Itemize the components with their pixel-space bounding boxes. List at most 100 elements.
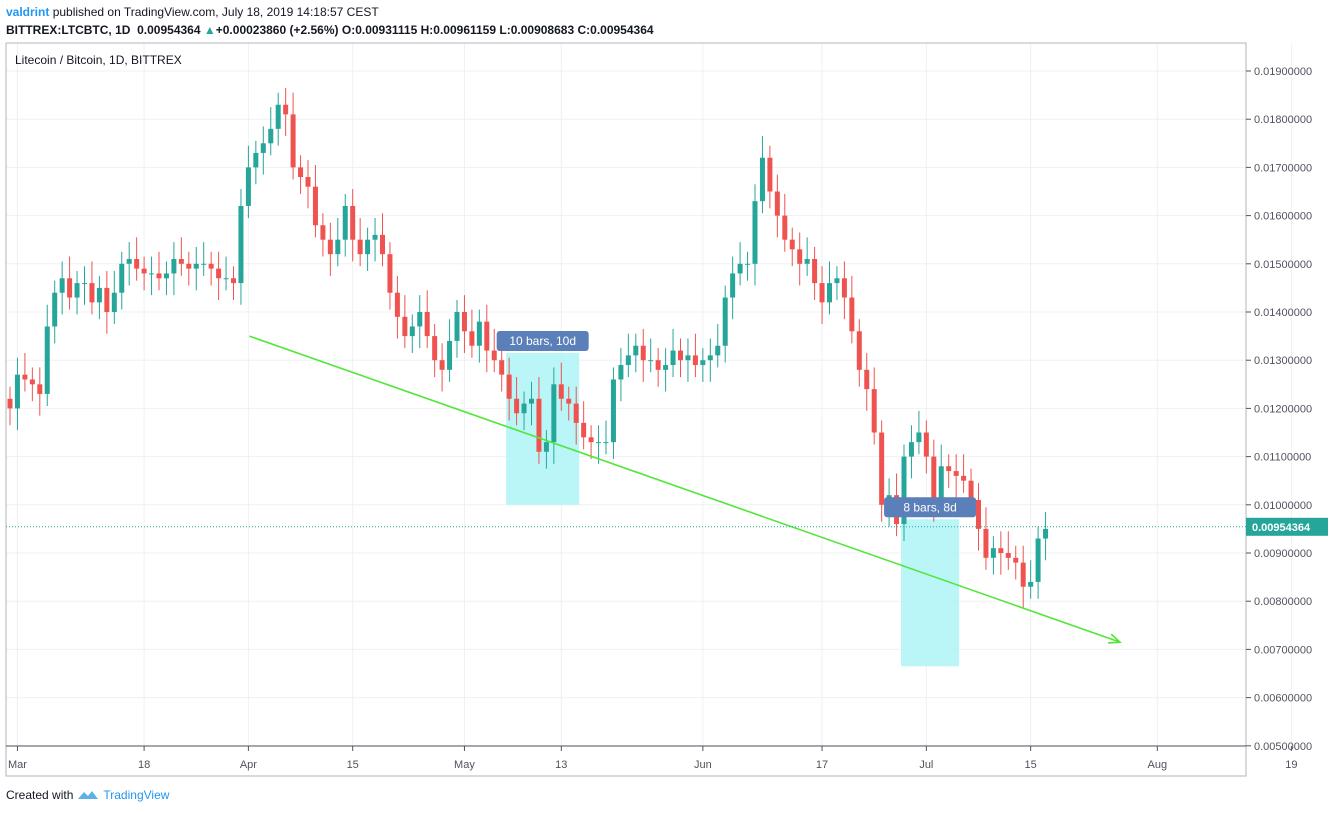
candle-down bbox=[841, 278, 847, 298]
candle-up bbox=[82, 283, 87, 285]
x-tick-label: Mar bbox=[8, 759, 27, 771]
candle-up bbox=[223, 278, 229, 280]
candle-up bbox=[707, 355, 713, 361]
candle-down bbox=[134, 258, 140, 269]
last-price: 0.00954364 bbox=[137, 23, 201, 37]
candle-down bbox=[581, 422, 587, 438]
candle-up bbox=[417, 312, 423, 327]
low-label: L: bbox=[499, 23, 511, 37]
candle-down bbox=[856, 331, 862, 370]
candle-down bbox=[588, 437, 594, 443]
high-label: H: bbox=[420, 23, 434, 37]
candle-down bbox=[461, 312, 467, 332]
y-tick-label: 0.01100000 bbox=[1254, 452, 1311, 464]
candle-down bbox=[380, 234, 385, 255]
candle-up bbox=[342, 205, 348, 240]
candle-up bbox=[275, 104, 281, 129]
candle-up bbox=[14, 374, 20, 409]
range-label: 8 bars, 8d bbox=[903, 500, 956, 514]
candle-down bbox=[298, 167, 304, 178]
candle-up bbox=[834, 278, 840, 284]
candle-up bbox=[938, 466, 944, 500]
candle-up bbox=[335, 239, 341, 255]
candle-up bbox=[149, 273, 155, 275]
y-tick-label: 0.00900000 bbox=[1254, 548, 1312, 560]
trend-line[interactable] bbox=[249, 335, 1122, 644]
candle-up bbox=[529, 398, 534, 404]
y-tick-label: 0.00800000 bbox=[1254, 596, 1312, 608]
candle-down bbox=[692, 355, 698, 366]
candle-up bbox=[238, 205, 244, 284]
candle-up bbox=[759, 157, 765, 202]
candle-down bbox=[29, 379, 35, 385]
candle-down bbox=[424, 312, 430, 337]
candle-down bbox=[432, 336, 438, 361]
candle-up bbox=[737, 263, 743, 274]
candle-down bbox=[89, 283, 95, 303]
candle-up bbox=[827, 283, 832, 303]
x-tick-label: Aug bbox=[1148, 759, 1168, 771]
x-tick-label: 15 bbox=[1025, 759, 1037, 771]
candle-down bbox=[819, 283, 825, 303]
y-tick-label: 0.01400000 bbox=[1254, 307, 1312, 319]
date-range-boxes[interactable] bbox=[506, 352, 960, 667]
x-tick-label: 15 bbox=[347, 759, 359, 771]
candle-down bbox=[536, 398, 542, 452]
candle-up bbox=[163, 273, 169, 279]
candle-down bbox=[968, 480, 974, 500]
candle-down bbox=[864, 369, 870, 390]
candle-up bbox=[618, 365, 624, 380]
candle-down bbox=[216, 268, 222, 279]
y-tick-label: 0.01900000 bbox=[1254, 66, 1312, 78]
high-value: 0.00961159 bbox=[433, 23, 497, 37]
candle-up bbox=[201, 263, 207, 265]
candles bbox=[7, 87, 1049, 609]
date-range-box[interactable] bbox=[901, 519, 960, 667]
candle-down bbox=[879, 432, 885, 505]
price-axis[interactable]: 0.01900000 0.01800000 0.01700000 0.01600000… bbox=[1246, 66, 1312, 753]
tradingview-brand[interactable]: TradingView bbox=[103, 788, 170, 802]
candle-down bbox=[387, 254, 393, 293]
candle-up bbox=[59, 278, 65, 293]
candle-down bbox=[573, 403, 579, 423]
candle-up bbox=[74, 283, 80, 298]
candle-up bbox=[193, 263, 199, 269]
candle-down bbox=[350, 205, 356, 240]
candle-up bbox=[476, 321, 482, 346]
candle-down bbox=[312, 186, 318, 226]
candle-down bbox=[469, 331, 475, 346]
x-tick-label: Jun bbox=[694, 759, 712, 771]
candle-up bbox=[260, 143, 266, 153]
candle-down bbox=[998, 548, 1004, 553]
current-price-tag: 0.00954364 bbox=[6, 517, 1328, 536]
candle-down bbox=[812, 258, 818, 284]
candle-down bbox=[655, 360, 661, 370]
open-value: 0.00931115 bbox=[355, 23, 418, 37]
range-label-bg bbox=[884, 497, 977, 518]
author-name[interactable]: valdrint bbox=[6, 5, 50, 19]
candle-up bbox=[171, 258, 177, 274]
close-label: C: bbox=[577, 23, 591, 37]
candle-up bbox=[908, 442, 914, 457]
candle-up bbox=[804, 258, 810, 264]
x-tick-label: 19 bbox=[1285, 759, 1297, 771]
candle-down bbox=[566, 398, 572, 404]
candle-down bbox=[931, 456, 937, 500]
candle-up bbox=[1035, 538, 1041, 582]
candle-down bbox=[290, 114, 296, 168]
candle-down bbox=[7, 398, 13, 409]
chart-title: Litecoin / Bitcoin, 1D, BITTREX bbox=[15, 53, 182, 67]
candle-up bbox=[52, 292, 58, 327]
trend-line-segment[interactable] bbox=[249, 335, 1121, 643]
candle-up bbox=[111, 292, 117, 312]
publish-text: published on TradingView.com, July 18, 2… bbox=[52, 5, 379, 19]
low-value: 0.00908683 bbox=[510, 23, 575, 37]
candle-down bbox=[327, 239, 333, 255]
close-value: 0.00954364 bbox=[590, 23, 654, 37]
y-tick-label: 0.00500000 bbox=[1254, 741, 1312, 753]
time-axis[interactable]: Mar 18 Apr 15 May 13 Jun 17 Jul 15 Aug 19 bbox=[8, 746, 1298, 771]
y-tick-label: 0.01000000 bbox=[1254, 500, 1312, 512]
candle-up bbox=[365, 239, 371, 255]
date-range-box[interactable] bbox=[506, 352, 580, 505]
